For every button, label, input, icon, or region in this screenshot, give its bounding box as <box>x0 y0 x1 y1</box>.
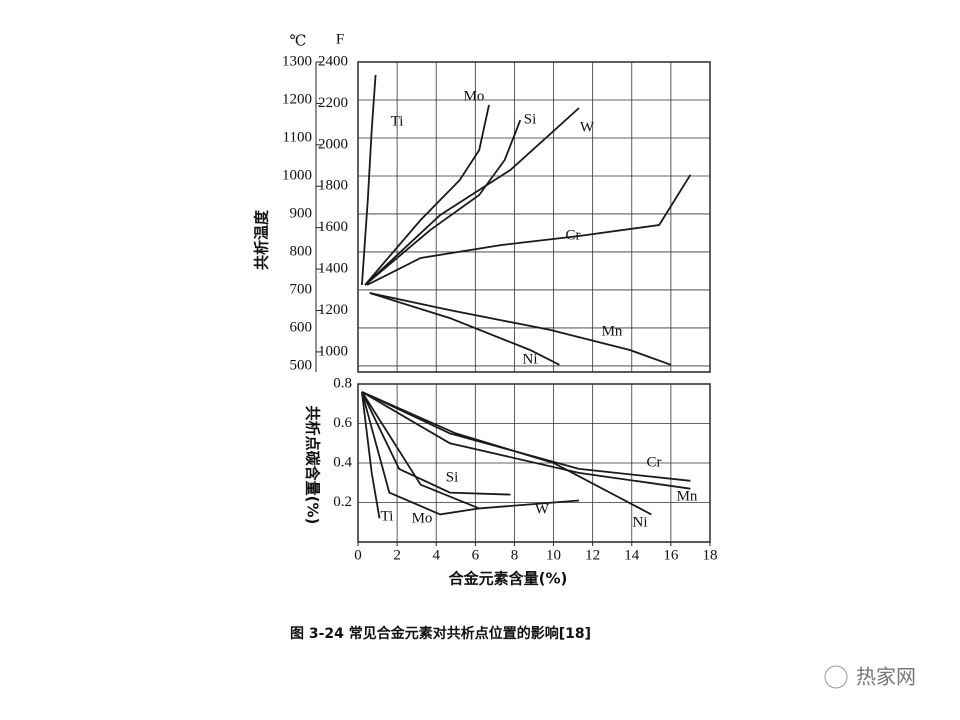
series-label: W <box>580 119 595 135</box>
series-label: Cr <box>566 227 581 243</box>
series-label: Cr <box>647 454 662 470</box>
x-tick-label: 10 <box>546 547 561 563</box>
y-tick-label: 1300 <box>282 53 312 69</box>
f-unit: F <box>336 31 344 47</box>
y-tick-label: 800 <box>290 243 313 259</box>
series-label: Si <box>524 111 537 127</box>
series-label: Si <box>446 469 459 485</box>
series-line <box>364 107 580 286</box>
y2-tick-label: 1400 <box>318 261 348 277</box>
x-tick-label: 2 <box>393 547 401 563</box>
y-tick-label: 500 <box>290 357 313 373</box>
x-tick-label: 0 <box>354 547 362 563</box>
y2-tick-label: 2000 <box>318 136 348 152</box>
x-tick-label: 16 <box>663 547 679 563</box>
x-tick-label: 14 <box>624 547 640 563</box>
watermark-icon <box>824 665 848 689</box>
series-label: Ni <box>633 514 648 530</box>
y2-tick-label: 1200 <box>318 302 348 318</box>
series-label: Ti <box>391 113 404 129</box>
bottom-y-title: 共析点碳含量(%) <box>304 406 322 525</box>
series-line <box>361 74 377 286</box>
series-label: Mo <box>464 88 485 104</box>
series-line <box>366 174 692 286</box>
series-line <box>361 391 580 510</box>
series-label: W <box>535 501 550 517</box>
x-tick-label: 8 <box>511 547 519 563</box>
top-y-title: 共析温度 <box>253 209 271 270</box>
series-line <box>364 119 522 286</box>
c-unit: ℃ <box>290 33 307 49</box>
y2-tick-label: 2200 <box>318 95 348 111</box>
x-tick-label: 6 <box>472 547 480 563</box>
y2-tick-label: 1600 <box>318 219 348 235</box>
y-tick-label: 700 <box>290 281 313 297</box>
series-line <box>361 391 691 490</box>
series-label: Mo <box>412 510 433 526</box>
series-line <box>361 391 652 516</box>
series-line <box>369 292 672 366</box>
y-tick-label: 600 <box>290 319 313 335</box>
series-line <box>361 391 691 482</box>
series-line <box>361 391 381 519</box>
caption: 图 3-24 常见合金元素对共析点位置的影响[18] <box>290 625 591 642</box>
x-title: 合金元素含量(%) <box>448 570 568 588</box>
series-line <box>361 391 480 516</box>
watermark: 热家网 <box>856 665 916 689</box>
series-label: Ti <box>381 508 394 524</box>
y-tick-label: 0.2 <box>333 494 352 510</box>
y2-tick-label: 1800 <box>318 178 348 194</box>
y-tick-label: 0.6 <box>333 415 352 431</box>
series-label: Ni <box>523 351 538 367</box>
series-line <box>369 292 560 366</box>
y-tick-label: 0.8 <box>333 375 352 391</box>
y-tick-label: 1100 <box>283 129 312 145</box>
x-tick-label: 4 <box>432 547 440 563</box>
x-tick-label: 18 <box>703 547 718 563</box>
y2-tick-label: 1000 <box>318 343 348 359</box>
top-frame <box>357 61 711 373</box>
series-line <box>361 391 511 496</box>
series-label: Mn <box>602 323 623 339</box>
series-label: Mn <box>677 488 698 504</box>
y-tick-label: 1000 <box>282 167 312 183</box>
y-tick-label: 1200 <box>282 91 312 107</box>
y-tick-label: 900 <box>290 205 313 221</box>
x-tick-label: 12 <box>585 547 600 563</box>
y2-tick-label: 2400 <box>318 53 348 69</box>
y-tick-label: 0.4 <box>333 454 352 470</box>
series-line <box>364 104 490 286</box>
